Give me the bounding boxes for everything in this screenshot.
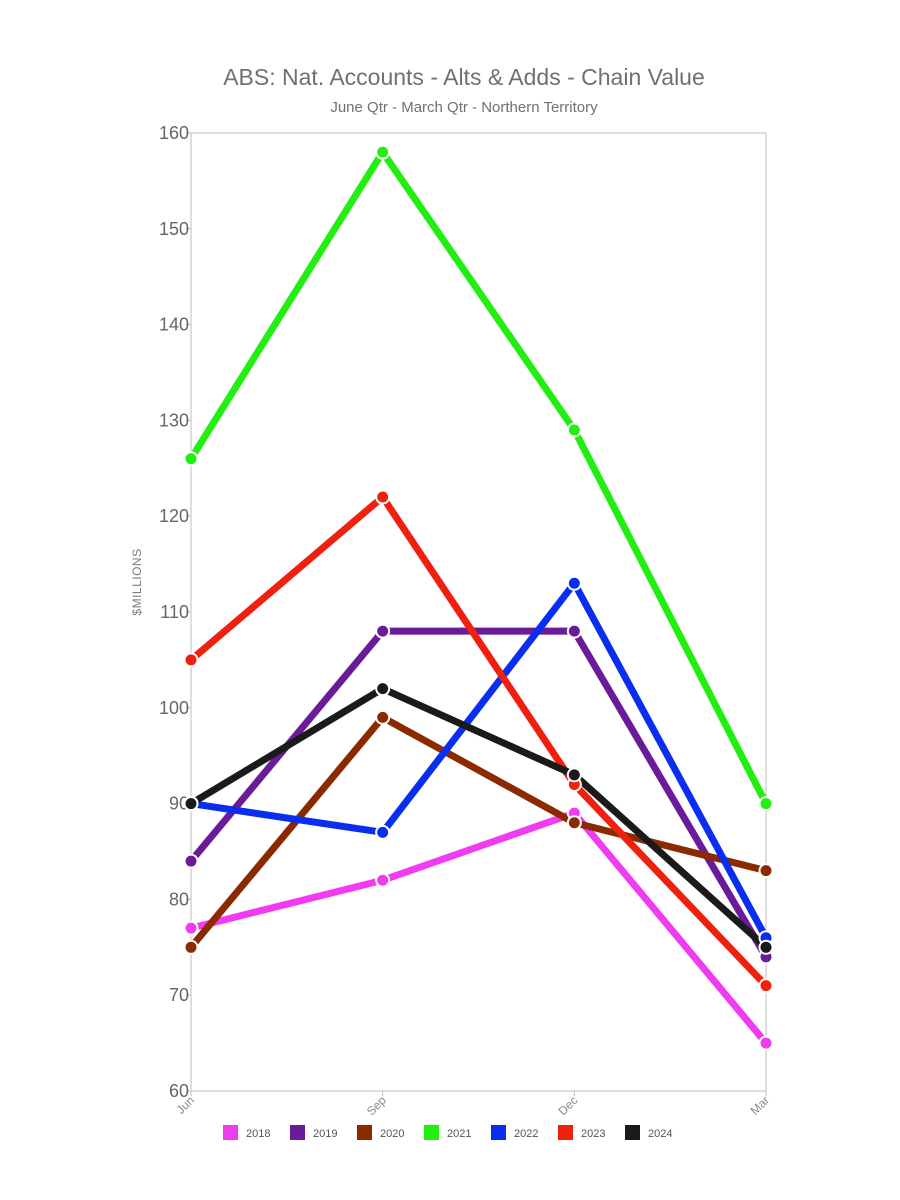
legend: 2018 2019 2020 2021 2022 2023 2024 xyxy=(223,1125,672,1140)
legend-swatch-2023 xyxy=(558,1125,573,1140)
legend-label-2019: 2019 xyxy=(313,1128,337,1140)
legend-swatch-2022 xyxy=(491,1125,506,1140)
legend-swatch-2018 xyxy=(223,1125,238,1140)
data-point-2019-Dec xyxy=(566,623,582,639)
plot-area xyxy=(190,132,767,1092)
legend-swatch-2024 xyxy=(625,1125,640,1140)
chart-subtitle: June Qtr - March Qtr - Northern Territor… xyxy=(330,99,598,116)
chart-title: ABS: Nat. Accounts - Alts & Adds - Chain… xyxy=(223,64,705,90)
series-line-2024 xyxy=(187,685,770,951)
legend-swatch-2021 xyxy=(424,1125,439,1140)
data-point-2018-Sep xyxy=(375,872,391,888)
y-tick-label: 100 xyxy=(159,698,189,718)
y-tick-label: 110 xyxy=(160,602,189,622)
series-line-2018 xyxy=(187,809,770,1047)
data-point-2018-Mar xyxy=(758,1035,774,1051)
y-tick-label: 90 xyxy=(169,794,189,814)
y-tick-label: 140 xyxy=(159,315,189,335)
x-tick-label: Sep xyxy=(364,1093,389,1118)
data-point-2023-Mar xyxy=(758,978,774,994)
series-line-2023 xyxy=(187,493,770,990)
legend-swatch-2020 xyxy=(357,1125,372,1140)
y-tick-label: 130 xyxy=(159,410,189,430)
y-tick-label: 80 xyxy=(169,889,189,909)
series-line-2020 xyxy=(187,713,770,951)
legend-label-2018: 2018 xyxy=(246,1128,270,1140)
data-point-2020-Dec xyxy=(566,815,582,831)
y-axis: 60 70 80 90 100 110 120 130 140 150 160 xyxy=(159,123,191,1101)
data-point-2022-Sep xyxy=(375,824,391,840)
series-points xyxy=(183,144,774,1051)
legend-label-2023: 2023 xyxy=(581,1128,605,1140)
y-tick-label: 150 xyxy=(159,219,189,239)
data-point-2024-Dec xyxy=(566,767,582,783)
y-tick-label: 60 xyxy=(169,1081,189,1101)
data-point-2021-Mar xyxy=(758,796,774,812)
legend-label-2020: 2020 xyxy=(380,1128,404,1140)
data-point-2020-Jun xyxy=(183,939,199,955)
series-line-2021 xyxy=(187,148,770,808)
data-point-2024-Jun xyxy=(183,796,199,812)
legend-swatch-2019 xyxy=(290,1125,305,1140)
data-point-2024-Sep xyxy=(375,681,391,697)
legend-label-2022: 2022 xyxy=(514,1128,538,1140)
data-point-2020-Sep xyxy=(375,709,391,725)
x-tick-label: Dec xyxy=(555,1093,580,1118)
data-point-2024-Mar xyxy=(758,939,774,955)
data-point-2021-Sep xyxy=(375,144,391,160)
data-point-2019-Sep xyxy=(375,623,391,639)
data-point-2022-Dec xyxy=(566,575,582,591)
y-axis-label: $MILLIONS xyxy=(130,548,144,615)
legend-label-2024: 2024 xyxy=(648,1128,672,1140)
series-line-2022 xyxy=(187,579,770,942)
data-point-2021-Dec xyxy=(566,422,582,438)
series-lines xyxy=(187,148,770,1047)
x-axis: Jun Sep Dec Mar xyxy=(174,1091,773,1118)
data-point-2018-Jun xyxy=(183,920,199,936)
y-tick-label: 160 xyxy=(159,123,189,143)
x-tick-label: Mar xyxy=(748,1093,773,1118)
data-point-2023-Jun xyxy=(183,652,199,668)
data-point-2021-Jun xyxy=(183,451,199,467)
y-tick-label: 70 xyxy=(169,985,189,1005)
legend-label-2021: 2021 xyxy=(447,1128,471,1140)
data-point-2023-Sep xyxy=(375,489,391,505)
data-point-2020-Mar xyxy=(758,863,774,879)
y-tick-label: 120 xyxy=(159,506,189,526)
data-point-2019-Jun xyxy=(183,853,199,869)
